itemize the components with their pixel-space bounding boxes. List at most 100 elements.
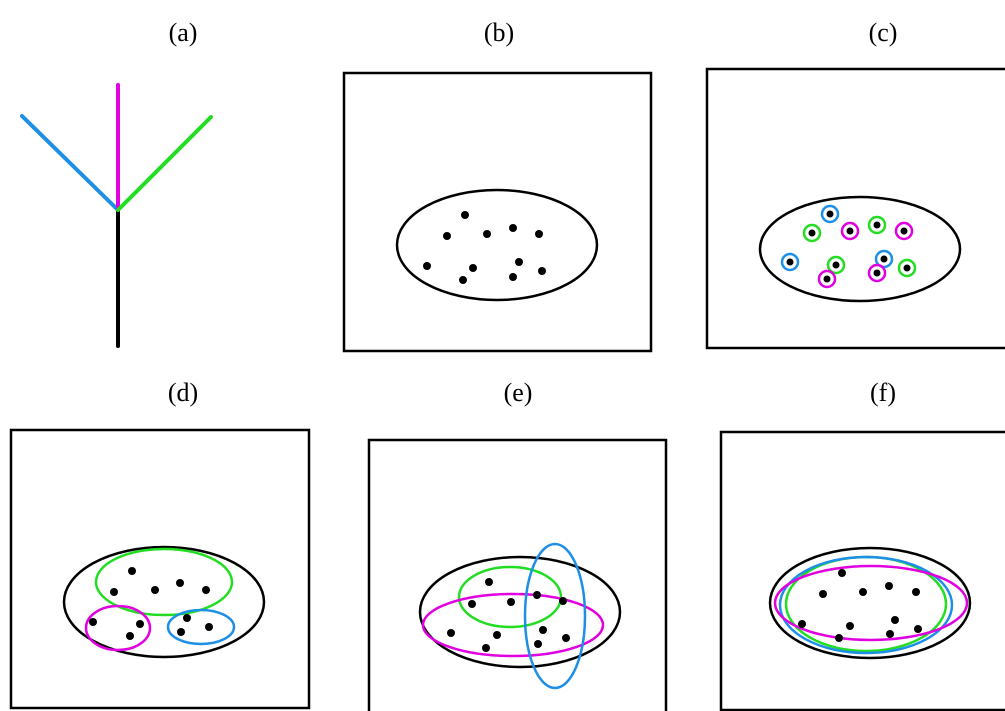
- point: [823, 275, 831, 283]
- cluster-ring-blue: [780, 252, 800, 272]
- cluster-ring-green: [826, 255, 846, 275]
- point: [562, 634, 570, 642]
- panel-f-label: (f): [870, 378, 896, 407]
- point: [202, 586, 210, 594]
- point: [891, 616, 899, 624]
- panel-b-points: [423, 211, 546, 284]
- panel-d-points: [89, 567, 213, 640]
- cluster-ellipse-blue: [778, 555, 954, 655]
- panel-c-frame: [705, 67, 1005, 350]
- point: [483, 230, 491, 238]
- panel-e-label: (e): [503, 378, 533, 407]
- panel-b-outer-ellipse: [395, 188, 599, 302]
- point: [885, 582, 893, 590]
- point: [846, 227, 854, 235]
- point: [819, 590, 827, 598]
- cluster-ring-green: [867, 215, 887, 235]
- point: [183, 614, 191, 622]
- point: [493, 631, 501, 639]
- point: [509, 224, 517, 232]
- point: [126, 632, 134, 640]
- cluster-ring-magenta: [840, 221, 860, 241]
- panel-f-content: [768, 546, 972, 660]
- point: [835, 634, 843, 642]
- point: [559, 597, 567, 605]
- panel-f-frame: [719, 430, 1005, 711]
- point: [176, 579, 184, 587]
- cluster-ring-green: [897, 258, 917, 278]
- point: [136, 620, 144, 628]
- point: [873, 269, 881, 277]
- point: [507, 598, 515, 606]
- panel-e-points: [447, 578, 570, 652]
- point: [469, 264, 477, 272]
- point: [912, 588, 920, 596]
- point: [538, 267, 546, 275]
- panel-b-content: [395, 188, 599, 302]
- point: [515, 258, 523, 266]
- point: [886, 630, 894, 638]
- panel-f-outer-ellipse: [768, 546, 972, 660]
- cluster-ring-green: [802, 223, 822, 243]
- point: [826, 210, 834, 218]
- point: [880, 255, 888, 263]
- panel-d-frame: [9, 428, 311, 710]
- panel-c-points: [786, 210, 911, 283]
- point: [485, 578, 493, 586]
- panel-d-label: (d): [167, 378, 199, 407]
- panel-b-frame: [342, 71, 653, 353]
- point: [128, 567, 136, 575]
- point: [447, 629, 455, 637]
- panel-a-label: (a): [168, 18, 198, 47]
- panel-d-outer-ellipse: [62, 545, 266, 659]
- panel-a-tree: [20, 83, 213, 348]
- point: [798, 620, 806, 628]
- cluster-ellipse-green: [457, 565, 563, 629]
- panel-e-frame: [367, 438, 668, 711]
- point: [151, 586, 159, 594]
- point: [423, 262, 431, 270]
- panel-c-outer-ellipse: [758, 195, 962, 303]
- point: [534, 640, 542, 648]
- cluster-ring-magenta: [817, 269, 837, 289]
- point: [482, 644, 490, 652]
- cluster-ring-magenta: [894, 221, 914, 241]
- cluster-ellipse-magenta: [421, 592, 605, 658]
- cluster-ring-blue: [820, 204, 840, 224]
- panel-e-outer-ellipse: [418, 555, 622, 669]
- tree-branch-green: [116, 115, 213, 212]
- cluster-ellipse-magenta: [773, 564, 969, 642]
- point: [900, 227, 908, 235]
- point: [205, 623, 213, 631]
- panel-c-label: (c): [868, 18, 898, 47]
- point: [808, 229, 816, 237]
- cluster-ring-magenta: [867, 263, 887, 283]
- cluster-ellipse-magenta: [84, 604, 152, 652]
- point: [914, 625, 922, 633]
- point: [832, 261, 840, 269]
- point: [539, 626, 547, 634]
- point: [461, 211, 469, 219]
- cluster-ellipse-blue: [166, 608, 236, 646]
- point: [533, 591, 541, 599]
- tree-branch-blue: [20, 114, 120, 212]
- point: [509, 273, 517, 281]
- point: [859, 588, 867, 596]
- point: [846, 622, 854, 630]
- point: [89, 618, 97, 626]
- point: [177, 628, 185, 636]
- point: [903, 264, 911, 272]
- point: [838, 569, 846, 577]
- cluster-ellipse-blue: [523, 542, 587, 690]
- point: [786, 258, 794, 266]
- panel-d-content: [62, 545, 266, 659]
- point: [535, 230, 543, 238]
- panel-c-clusters: [780, 204, 917, 289]
- panel-b-label: (b): [483, 18, 515, 47]
- panel-f-points: [798, 569, 922, 642]
- point: [468, 600, 476, 608]
- point: [459, 276, 467, 284]
- point: [110, 588, 118, 596]
- panel-e-content: [418, 542, 622, 690]
